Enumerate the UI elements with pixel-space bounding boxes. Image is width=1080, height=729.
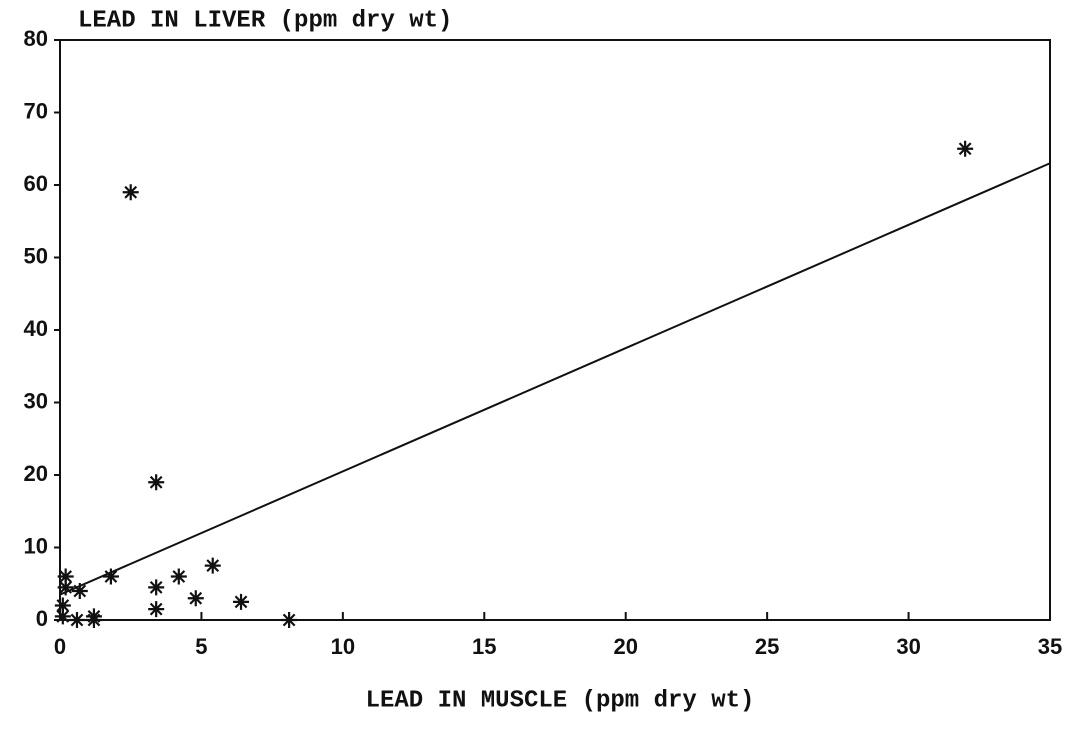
x-axis-label: LEAD IN MUSCLE (ppm dry wt) [366,687,755,714]
y-tick-label: 70 [24,98,48,123]
point [68,612,85,628]
x-tick-label: 15 [472,634,496,659]
point [148,474,165,491]
x-tick-label: 5 [195,634,207,659]
point [148,579,165,596]
point [71,583,88,599]
point [148,601,165,618]
point [57,579,74,596]
x-tick-label: 30 [896,634,920,659]
point [204,557,221,574]
x-tick-label: 35 [1038,634,1062,659]
x-tick-label: 25 [755,634,779,659]
y-tick-label: 20 [24,461,48,486]
point [54,608,71,625]
point [957,140,974,157]
x-tick-label: 20 [613,634,637,659]
y-tick-label: 0 [36,606,48,631]
plot-frame [59,39,1051,621]
point [57,568,74,585]
y-tick-label: 40 [24,316,48,341]
x-tick-label: 0 [54,634,66,659]
point [102,568,119,585]
y-tick-label: 10 [24,533,48,558]
y-axis-label: LEAD IN LIVER (ppm dry wt) [78,7,452,34]
point [233,593,250,610]
point [85,612,102,628]
y-tick-label: 60 [24,171,48,196]
y-tick-label: 50 [24,243,48,268]
point [170,568,187,585]
x-tick-label: 10 [331,634,355,659]
y-tick-label: 80 [24,26,48,51]
point [281,612,298,628]
point [187,590,204,607]
point [122,184,139,201]
y-tick-label: 30 [24,388,48,413]
fit-line [59,162,1051,596]
point [54,597,71,614]
